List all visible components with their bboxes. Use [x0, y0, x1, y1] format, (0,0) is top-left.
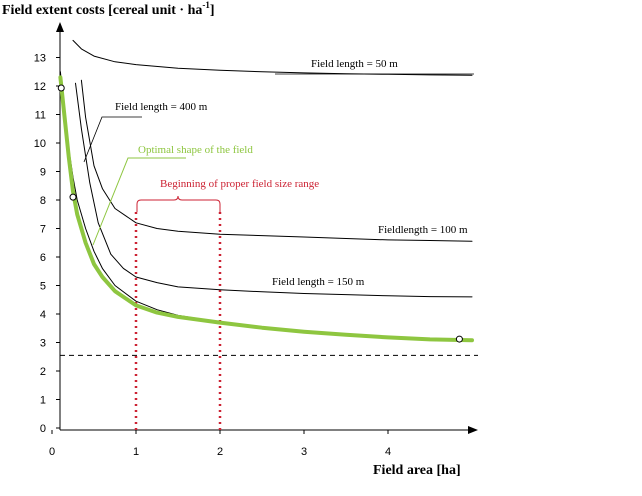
y-tick-label: 8: [40, 195, 46, 207]
y-tick-label: 7: [40, 224, 46, 236]
range-bracket: [136, 195, 221, 212]
annotation-leader: [83, 116, 142, 163]
optimal-shape-curve: [58, 75, 474, 343]
annotations: Field length = 50 m Field length = 400 m…: [83, 58, 474, 288]
x-axis-title: Field area [ha]: [373, 463, 461, 478]
data-point-marker: [455, 335, 463, 343]
y-tick-label: 6: [40, 252, 46, 264]
x-tick-label: 4: [385, 446, 391, 458]
y-axis-title: Field extent costs [cereal unit · ha-1]: [2, 0, 215, 18]
y-tick-label: 2: [40, 366, 46, 378]
annotation-label: Fieldlength = 100 m: [378, 224, 468, 236]
x-tick-label: 2: [217, 446, 223, 458]
y-tick-label: 11: [35, 110, 46, 122]
data-point-marker: [57, 84, 65, 92]
data-point-marker: [69, 193, 77, 201]
y-tick-label: 5: [40, 281, 46, 293]
x-tick-label: 1: [133, 446, 139, 458]
field-length-curve: [80, 79, 473, 242]
x-ticks: 0 1 2 3 4: [49, 430, 391, 458]
field-length-curve: [72, 39, 473, 76]
y-tick-label: 3: [40, 338, 46, 350]
y-axis-arrow-icon: [56, 22, 64, 32]
y-tick-label: 10: [34, 138, 46, 150]
plot-area: [57, 39, 478, 430]
annotation-label: Field length = 50 m: [311, 58, 398, 70]
y-tick-label: 0: [40, 423, 46, 435]
annotation-label: Beginning of proper field size range: [160, 178, 319, 190]
field-length-curve: [75, 82, 473, 298]
annotation-leader: [92, 157, 186, 246]
y-tick-label: 4: [40, 309, 46, 321]
y-tick-label: 1: [40, 395, 46, 407]
y-tick-label: 13: [34, 53, 46, 65]
annotation-label: Optimal shape of the field: [138, 144, 253, 156]
annotation-label: Field length = 400 m: [115, 101, 208, 113]
x-tick-label: 3: [301, 446, 307, 458]
annotation-label: Field length = 150 m: [272, 276, 365, 288]
x-tick-label: 0: [49, 446, 55, 458]
y-tick-label: 12: [34, 81, 46, 93]
x-axis-arrow-icon: [468, 426, 478, 434]
y-tick-label: 9: [40, 167, 46, 179]
